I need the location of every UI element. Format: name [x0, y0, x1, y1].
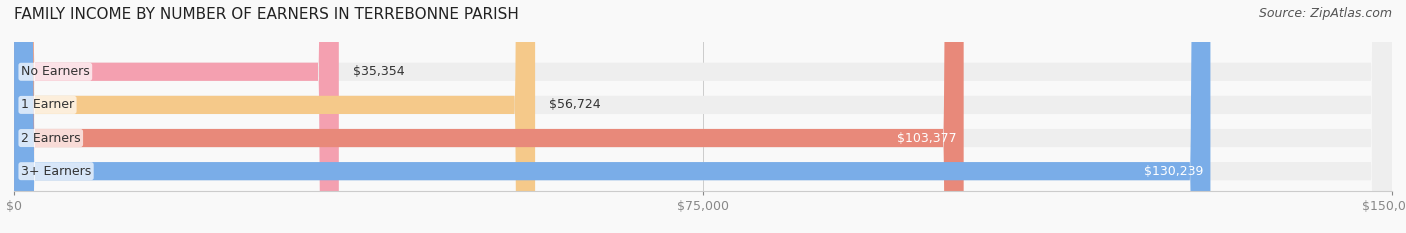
FancyBboxPatch shape	[14, 0, 1211, 233]
FancyBboxPatch shape	[14, 0, 1392, 233]
Text: $130,239: $130,239	[1144, 165, 1204, 178]
Text: $103,377: $103,377	[897, 132, 956, 144]
Text: Source: ZipAtlas.com: Source: ZipAtlas.com	[1258, 7, 1392, 20]
Text: $56,724: $56,724	[548, 98, 600, 111]
Text: FAMILY INCOME BY NUMBER OF EARNERS IN TERREBONNE PARISH: FAMILY INCOME BY NUMBER OF EARNERS IN TE…	[14, 7, 519, 22]
Text: 1 Earner: 1 Earner	[21, 98, 75, 111]
Text: $35,354: $35,354	[353, 65, 404, 78]
FancyBboxPatch shape	[14, 0, 339, 233]
FancyBboxPatch shape	[14, 0, 1392, 233]
FancyBboxPatch shape	[14, 0, 1392, 233]
FancyBboxPatch shape	[14, 0, 1392, 233]
Text: 2 Earners: 2 Earners	[21, 132, 80, 144]
Text: 3+ Earners: 3+ Earners	[21, 165, 91, 178]
Text: No Earners: No Earners	[21, 65, 90, 78]
FancyBboxPatch shape	[14, 0, 536, 233]
FancyBboxPatch shape	[14, 0, 963, 233]
